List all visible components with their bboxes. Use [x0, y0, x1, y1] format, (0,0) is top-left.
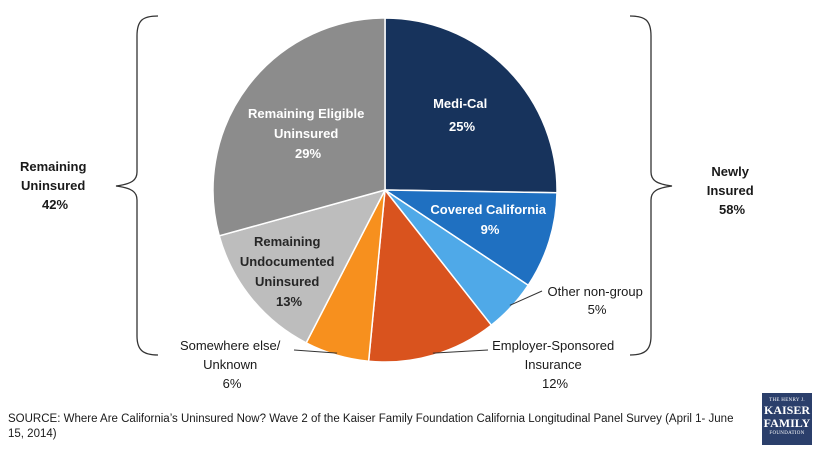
pie-slice-covered-california — [382, 189, 558, 287]
label-medi-cal-value: 25% — [449, 119, 475, 134]
group-newly-insured-name-2: Insured — [707, 183, 754, 198]
pie-slice-medi-cal — [384, 17, 558, 194]
svg-text:Other non-group 5%: Other non-group 5% — [547, 284, 646, 317]
leader-line — [432, 349, 489, 354]
pie-slice-employer-sponsored-insurance — [367, 188, 493, 363]
pie-slice-remaining-undocumented-uninsured — [218, 188, 387, 344]
label-eligible-name-2: Uninsured — [274, 126, 338, 141]
group-remaining-uninsured-name-2: Uninsured — [21, 178, 85, 193]
logo-line-3: FAMILY — [763, 416, 811, 430]
logo-line-2: KAISER — [763, 403, 810, 417]
slice-labels: Medi-Cal 25% Covered California 9% Other… — [20, 96, 758, 391]
leader-line — [293, 349, 338, 354]
label-somewhere-name-2: Unknown — [203, 357, 257, 372]
label-undocumented-name-2: Undocumented — [240, 254, 335, 269]
label-undocumented-name-1: Remaining — [254, 234, 321, 249]
right-bracket — [629, 15, 673, 356]
svg-text:Remaining Undocumented: Remaining Undocumented Uninsured 13% — [240, 234, 338, 309]
label-employer-name-1: Employer-Sponsored — [492, 338, 614, 353]
label-eligible-value: 29% — [295, 146, 321, 161]
group-brackets — [115, 15, 673, 356]
label-eligible-name-1: Remaining Eligible — [248, 106, 364, 121]
svg-text:Newly Insured 58%: Newly Insured 58% — [707, 164, 758, 217]
label-employer-name-2: Insurance — [525, 357, 582, 372]
pie-chart: Medi-Cal 25% Covered California 9% Other… — [20, 15, 758, 391]
label-covered-california-value: 9% — [481, 222, 500, 237]
group-newly-insured-value: 58% — [719, 202, 745, 217]
label-somewhere-name-1: Somewhere else/ — [180, 338, 281, 353]
leader-line — [509, 290, 543, 306]
svg-text:Remaining Eligible Unins: Remaining Eligible Uninsured 29% — [248, 106, 368, 161]
svg-text:Employer-Sponsored Insur: Employer-Sponsored Insurance 12% — [492, 338, 618, 391]
label-other-nongroup-name: Other non-group — [547, 284, 642, 299]
kff-logo: THE HENRY J. KAISER FAMILY FOUNDATION — [762, 393, 812, 445]
svg-text:Medi-Cal 25%: Medi-Cal 25% — [433, 96, 491, 134]
label-covered-california-name: Covered California — [430, 202, 546, 217]
group-newly-insured-name-1: Newly — [711, 164, 749, 179]
svg-text:Covered California 9%: Covered California 9% — [430, 202, 549, 237]
label-undocumented-name-3: Uninsured — [255, 274, 319, 289]
left-bracket — [115, 15, 159, 356]
svg-text:Somewhere else/ Unknown: Somewhere else/ Unknown 6% — [180, 338, 284, 391]
group-remaining-uninsured-name-1: Remaining — [20, 159, 87, 174]
leader-lines — [293, 290, 543, 354]
pie-slice-remaining-eligible-uninsured — [212, 17, 386, 237]
label-undocumented-value: 13% — [276, 294, 302, 309]
logo-line-1: THE HENRY J. — [769, 398, 805, 403]
label-medi-cal-name: Medi-Cal — [433, 96, 487, 111]
svg-text:Remaining Uninsured: Remaining Uninsured 42% — [20, 159, 90, 212]
label-employer-value: 12% — [542, 376, 568, 391]
group-remaining-uninsured-value: 42% — [42, 197, 68, 212]
source-note: SOURCE: Where Are California’s Uninsured… — [8, 413, 734, 440]
label-somewhere-value: 6% — [223, 376, 242, 391]
pie-slices — [212, 17, 558, 363]
logo-line-4: FOUNDATION — [769, 431, 805, 436]
label-other-nongroup-value: 5% — [588, 302, 607, 317]
